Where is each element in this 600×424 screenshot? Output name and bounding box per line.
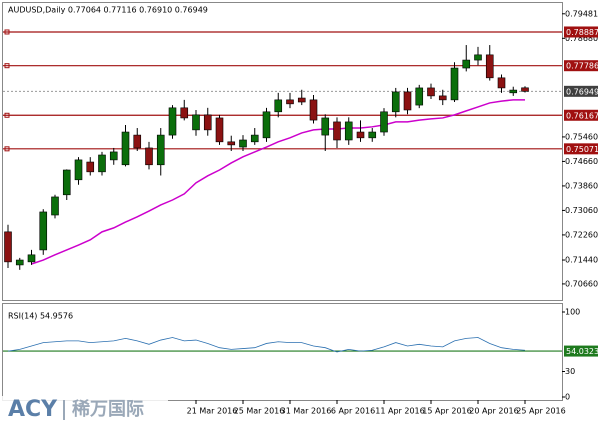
watermark-name: 稀万国际 [72, 398, 144, 420]
level-label-box [564, 143, 598, 155]
level-label: 0.77786 [566, 62, 599, 71]
candle-body [368, 131, 377, 139]
candle-body [462, 59, 471, 69]
candle-body [333, 121, 341, 141]
candle-body [485, 54, 494, 79]
candle-body [286, 99, 294, 105]
x-tick-label: 21 Mar 2016 [187, 407, 238, 416]
candle-body [391, 91, 400, 113]
candle-body [521, 87, 529, 92]
y-tick-label: 0.70660 [565, 279, 598, 288]
candle-body [227, 141, 236, 146]
candle-body [180, 107, 189, 119]
x-tick-label: 25 Mar 2016 [234, 407, 285, 416]
y-tick-label: 0 [565, 393, 570, 402]
candle-body [133, 134, 142, 149]
candle-body [356, 131, 365, 139]
candle-body [509, 89, 518, 94]
candle-body [427, 87, 435, 97]
level-anchor [4, 63, 10, 69]
level-label-box [564, 109, 598, 121]
moving-average [31, 99, 525, 265]
x-tick-label: 11 Apr 2016 [375, 407, 424, 416]
x-tick-label: 25 Apr 2016 [516, 407, 565, 416]
candle-body [250, 134, 259, 143]
price-panel-frame [2, 2, 563, 301]
candle-body [74, 159, 83, 181]
candle-body [262, 111, 271, 139]
candle-body [156, 134, 165, 166]
candle-body [239, 139, 247, 148]
candle-body [39, 211, 48, 251]
candle-body [403, 91, 412, 111]
candle-body [215, 117, 224, 143]
candle-body [51, 196, 59, 216]
y-tick-label: 0.73860 [565, 181, 598, 190]
level-anchor [4, 112, 10, 118]
level-anchor [4, 29, 10, 35]
y-tick-label: 0.73060 [565, 206, 598, 215]
candle-body [168, 107, 177, 136]
rsi-title: RSI(14) 54.9576 [8, 312, 73, 321]
y-tick-label: 0.79481 [565, 9, 598, 18]
chart-title: AUDUSD,Daily 0.77064 0.77116 0.76910 0.7… [8, 6, 208, 15]
candle-body [62, 169, 71, 196]
candle-body [415, 87, 424, 106]
last-price-label: 0.76949 [566, 87, 599, 96]
x-tick-label: 6 Apr 2016 [331, 407, 375, 416]
y-tick-label: 0.71440 [565, 256, 598, 265]
rsi-level-label-box [564, 345, 598, 357]
candle-body [192, 114, 200, 131]
y-tick-label: 0.75460 [565, 132, 598, 141]
x-tick-label: 20 Apr 2016 [469, 407, 518, 416]
candle-body [86, 161, 95, 173]
candle-body [321, 117, 330, 136]
candle-body [27, 254, 36, 263]
watermark-brand: ACY [8, 397, 58, 422]
candle-body [450, 67, 459, 101]
y-tick-label: 30 [565, 367, 575, 376]
candle-body [203, 114, 212, 131]
rsi-line [7, 337, 526, 353]
candle-body [15, 259, 24, 266]
level-label-box [564, 26, 598, 38]
level-label: 0.76167 [566, 111, 599, 120]
rsi-panel-frame [2, 303, 563, 401]
candle-body [121, 131, 130, 166]
x-tick-label: 31 Mar 2016 [281, 407, 332, 416]
last-price-label-box [564, 85, 598, 97]
plot-layer: 0.79481 0.78680 0.75460 0.74660 0.73860 0.730… [3, 9, 599, 416]
level-label-box [564, 60, 598, 72]
candle-body [438, 95, 447, 101]
candle-body [4, 231, 12, 263]
watermark: ACY 稀万国际 [0, 396, 168, 424]
candle-body [497, 77, 506, 89]
level-label: 0.78887 [566, 28, 599, 37]
candle-body [98, 154, 106, 173]
rsi-level-label: 54.0323 [566, 347, 599, 356]
candle-body [145, 147, 153, 166]
candle-body [109, 151, 118, 161]
watermark-backdrop [0, 396, 168, 424]
candle-body [274, 99, 283, 113]
candle-body [344, 121, 353, 141]
y-tick-label: 0.74660 [565, 157, 598, 166]
y-tick-label: 0.78680 [565, 34, 598, 43]
level-anchor [4, 146, 10, 152]
x-tick-label: 15 Apr 2016 [422, 407, 471, 416]
candle-body [297, 97, 306, 103]
y-tick-label: 0.72260 [565, 230, 598, 239]
y-tick-label: 100 [565, 308, 580, 317]
candle-body [380, 111, 388, 133]
candle-body [474, 54, 482, 61]
level-label: 0.75071 [566, 145, 599, 154]
candle-body [309, 99, 318, 121]
